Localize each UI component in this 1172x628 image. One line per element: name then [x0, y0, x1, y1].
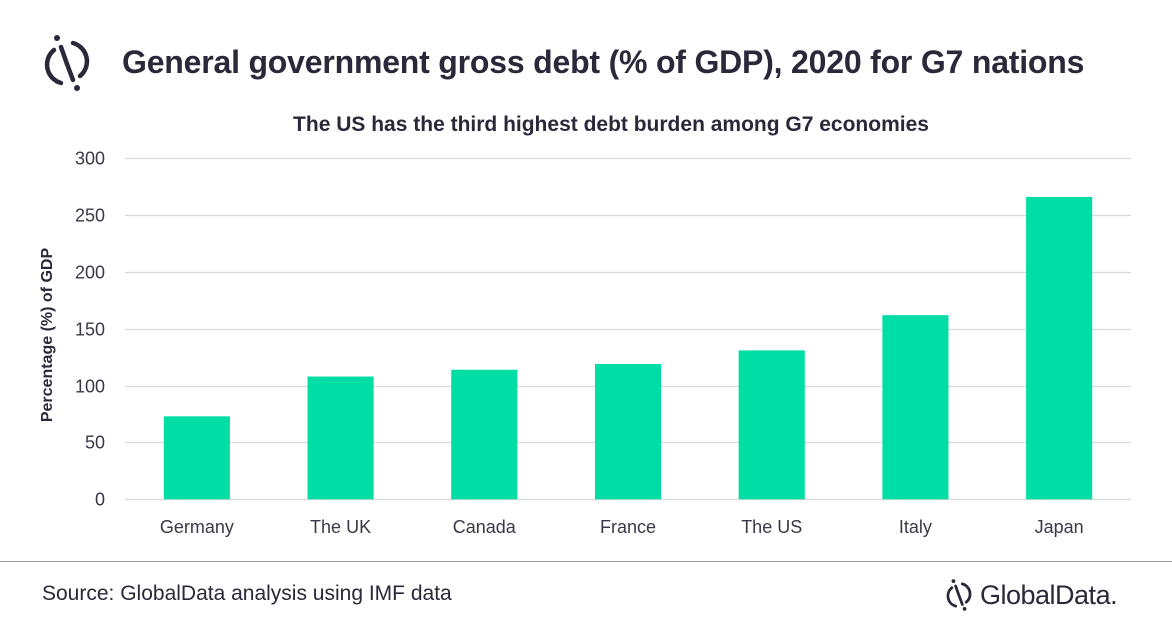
bar-france: [594, 364, 662, 500]
bar-italy: [882, 315, 949, 500]
x-tick-label: Germany: [160, 517, 234, 537]
bar-the-uk: [307, 376, 374, 500]
x-tick-label: The US: [741, 517, 802, 537]
y-tick-label: 300: [75, 149, 105, 169]
x-tick-label: Japan: [1035, 517, 1084, 537]
globaldata-logo-icon: [946, 579, 972, 611]
footer-divider: [0, 561, 1172, 562]
bars: [163, 196, 1093, 500]
y-tick-label: 200: [75, 263, 105, 283]
bar-canada: [451, 369, 518, 500]
x-tick-label: The UK: [310, 517, 371, 537]
chart-title: General government gross debt (% of GDP)…: [122, 44, 1085, 80]
bar-germany: [163, 416, 230, 500]
bar-the-us: [738, 350, 805, 500]
y-tick-label: 50: [85, 433, 105, 453]
y-tick-label: 100: [75, 377, 105, 397]
brand-name: GlobalData.: [980, 579, 1118, 610]
x-tick-label: Italy: [899, 517, 932, 537]
y-tick-label: 0: [95, 490, 105, 510]
globaldata-logo-icon: [44, 35, 90, 91]
bar-chart: 0 50 100 150 200 250 300 Germany The UK Canada Fr…: [75, 149, 1131, 537]
brand-logo: GlobalData.: [944, 577, 1118, 613]
x-axis-labels: Germany The UK Canada France The US Italy Japa…: [160, 517, 1084, 537]
y-tick-label: 250: [75, 206, 105, 226]
x-tick-label: France: [600, 517, 656, 537]
y-axis-ticks: 0 50 100 150 200 250 300: [75, 149, 105, 510]
x-tick-label: Canada: [453, 517, 517, 537]
source-note: Source: GlobalData analysis using IMF da…: [42, 582, 452, 605]
y-tick-label: 150: [75, 320, 105, 340]
chart-subtitle: The US has the third highest debt burden…: [293, 113, 929, 136]
bar-japan: [1026, 196, 1093, 500]
